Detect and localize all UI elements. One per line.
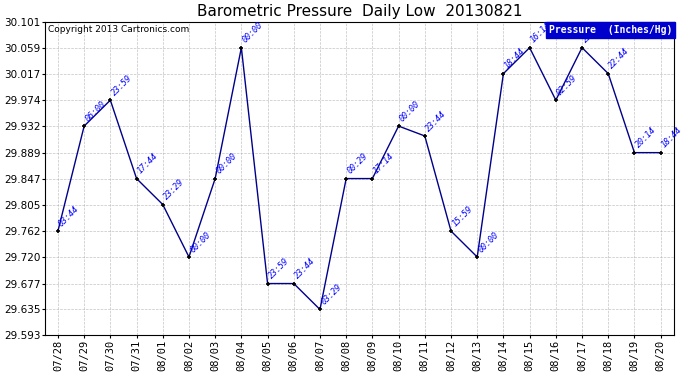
Text: 23:59: 23:59	[110, 74, 134, 98]
Text: 17:14: 17:14	[372, 152, 395, 176]
Text: 06:00: 06:00	[83, 99, 108, 123]
Point	[52, 228, 63, 234]
Text: 03:44: 03:44	[57, 204, 81, 228]
Text: 15:59: 15:59	[450, 204, 474, 228]
Title: Barometric Pressure  Daily Low  20130821: Barometric Pressure Daily Low 20130821	[197, 4, 522, 19]
Text: 18:44: 18:44	[502, 47, 526, 71]
Point	[629, 150, 640, 156]
Point	[157, 201, 168, 207]
Point	[551, 97, 562, 103]
Text: 23:59: 23:59	[267, 257, 290, 281]
Text: 03:29: 03:29	[319, 283, 343, 307]
Text: 22:: 22:	[581, 28, 598, 45]
Text: Copyright 2013 Cartronics.com: Copyright 2013 Cartronics.com	[48, 25, 189, 34]
Point	[524, 45, 535, 51]
Text: 23:44: 23:44	[293, 257, 317, 281]
Text: 22:44: 22:44	[607, 47, 631, 71]
Point	[131, 176, 142, 181]
Point	[288, 280, 299, 286]
Text: 20:14: 20:14	[633, 126, 658, 150]
Point	[472, 254, 483, 260]
Text: 00:00: 00:00	[476, 230, 500, 254]
Text: 00:00: 00:00	[188, 230, 213, 254]
Point	[184, 254, 195, 260]
Point	[315, 306, 326, 312]
Point	[498, 70, 509, 76]
Text: 02:59: 02:59	[555, 74, 579, 98]
Point	[262, 280, 273, 286]
Point	[341, 176, 352, 181]
Text: 18:44: 18:44	[660, 126, 684, 150]
Point	[577, 45, 588, 51]
Point	[420, 133, 431, 139]
Text: 16:14: 16:14	[529, 21, 553, 45]
Point	[602, 70, 613, 76]
Text: 00:00: 00:00	[398, 99, 422, 123]
Point	[446, 228, 457, 234]
Text: Pressure  (Inches/Hg): Pressure (Inches/Hg)	[549, 25, 673, 35]
Point	[393, 123, 404, 129]
Text: 23:44: 23:44	[424, 109, 448, 133]
Text: 00:00: 00:00	[241, 21, 264, 45]
Point	[79, 123, 90, 129]
Point	[210, 176, 221, 181]
Text: 00:00: 00:00	[215, 152, 239, 176]
Point	[655, 150, 666, 156]
Text: 00:29: 00:29	[346, 152, 369, 176]
Point	[105, 97, 116, 103]
Text: 17:44: 17:44	[136, 152, 160, 176]
Point	[367, 176, 378, 181]
Text: 23:29: 23:29	[162, 178, 186, 202]
Point	[236, 45, 247, 51]
